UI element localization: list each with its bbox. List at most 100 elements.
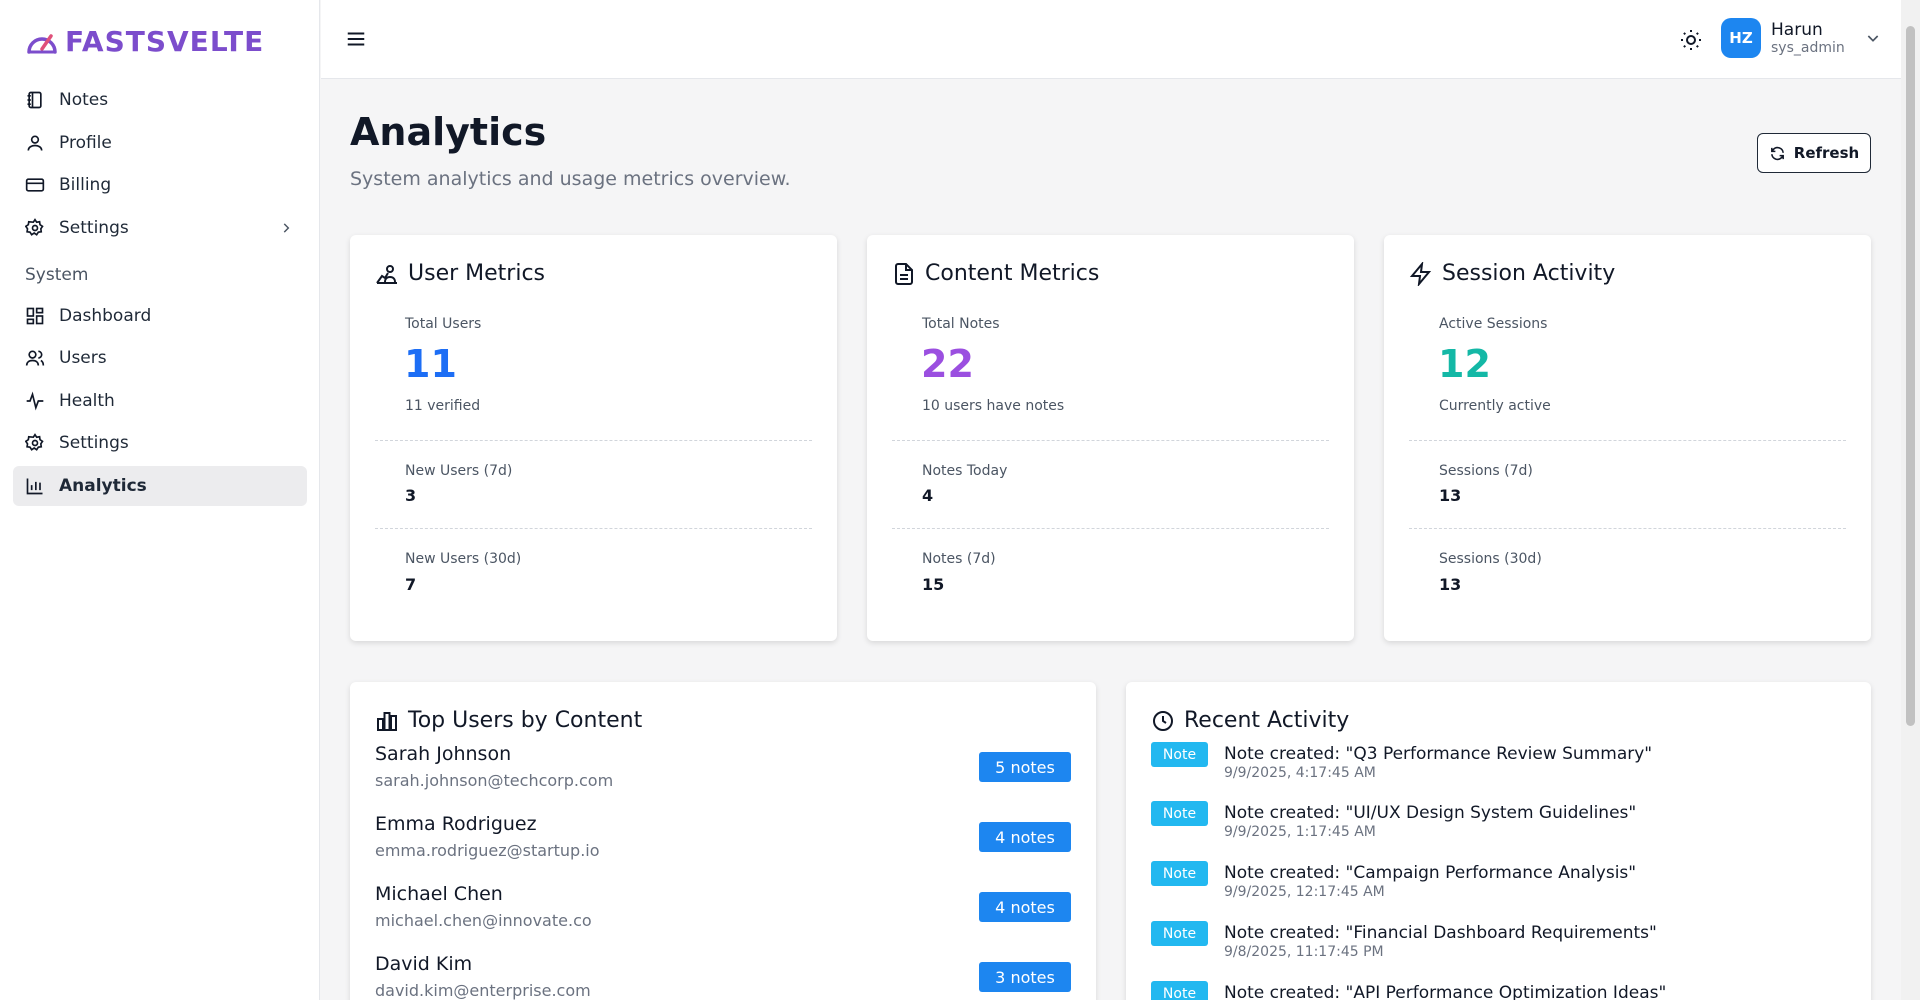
credit-card-icon (25, 178, 45, 192)
refresh-icon (1770, 146, 1784, 160)
activity-item[interactable]: Note Note created: "Financial Dashboard … (1151, 921, 1846, 979)
user-name: Emma Rodriguez (375, 813, 537, 835)
activity-item[interactable]: Note Note created: "Q3 Performance Revie… (1151, 742, 1846, 800)
building-chart-icon (377, 711, 397, 731)
card-title: Recent Activity (1151, 708, 1349, 733)
recent-activity-card: Recent Activity Note Note created: "Q3 P… (1126, 682, 1871, 1000)
clock-icon (1153, 710, 1173, 731)
list-item[interactable]: Michael Chen michael.chen@innovate.co 4 … (375, 882, 1071, 952)
scrollbar-thumb[interactable] (1906, 26, 1915, 726)
activity-type-badge: Note (1151, 921, 1208, 946)
metric-row2-label: Sessions (30d) (1439, 551, 1542, 567)
user-metrics-card: User Metrics Total Users 11 11 verified … (350, 235, 837, 641)
brand-name: FASTSVELTE (65, 25, 265, 58)
card-title: Content Metrics (892, 261, 1099, 286)
sidebar-item-analytics[interactable]: Analytics (13, 465, 307, 506)
user-icon (27, 135, 43, 151)
brand-logo[interactable]: FASTSVELTE (25, 25, 264, 58)
sidebar-item-profile[interactable]: Profile (13, 123, 307, 163)
metric-main-sub: Currently active (1439, 398, 1551, 414)
sidebar-item-settings[interactable]: Settings (13, 208, 307, 248)
sidebar: FASTSVELTE Notes Profile Billing Setting… (0, 0, 320, 1000)
metric-row2-value: 13 (1439, 575, 1462, 594)
refresh-button-label: Refresh (1793, 144, 1860, 162)
card-title-text: Recent Activity (1184, 708, 1350, 733)
metric-main-label: Total Notes (922, 316, 1000, 332)
activity-text: Note created: "Q3 Performance Review Sum… (1224, 744, 1653, 764)
sidebar-item-label: Settings (59, 433, 129, 453)
activity-text: Note created: "Financial Dashboard Requi… (1224, 923, 1657, 943)
page-subtitle: System analytics and usage metrics overv… (350, 168, 791, 190)
activity-time: 9/9/2025, 1:17:45 AM (1224, 824, 1376, 840)
note-count-badge: 5 notes (979, 752, 1071, 782)
metric-row2-label: New Users (30d) (405, 551, 522, 567)
sidebar-item-label: Billing (59, 175, 112, 195)
user-email: michael.chen@innovate.co (375, 911, 592, 930)
card-title-text: Session Activity (1442, 261, 1616, 286)
metric-row1-label: Notes Today (922, 463, 1008, 479)
sidebar-item-billing[interactable]: Billing (13, 165, 307, 205)
activity-item[interactable]: Note Note created: "UI/UX Design System … (1151, 801, 1846, 859)
activity-icon (26, 391, 44, 410)
metric-row2-value: 7 (405, 575, 417, 594)
user-name: Sarah Johnson (375, 743, 512, 765)
divider (375, 528, 812, 529)
activity-time: 9/8/2025, 11:17:45 PM (1224, 944, 1384, 960)
sidebar-item-system-settings[interactable]: Settings (13, 423, 307, 463)
user-menu[interactable]: HZ Harun sys_admin (1721, 18, 1881, 58)
activity-text: Note created: "Campaign Performance Anal… (1224, 863, 1637, 883)
user-email: emma.rodriguez@startup.io (375, 841, 600, 860)
chevron-down-icon (1867, 35, 1879, 42)
sidebar-item-label: Notes (59, 90, 109, 110)
page-title: Analytics (350, 110, 547, 154)
user-chart-icon (376, 264, 397, 284)
document-icon (895, 262, 913, 285)
page-scrollbar[interactable] (1901, 0, 1920, 1000)
top-bar: HZ Harun sys_admin (321, 0, 1901, 79)
sidebar-item-label: Profile (59, 132, 112, 153)
metric-row1-label: New Users (7d) (405, 463, 513, 479)
card-title: User Metrics (375, 261, 545, 286)
list-item[interactable]: Sarah Johnson sarah.johnson@techcorp.com… (375, 742, 1071, 812)
refresh-button[interactable]: Refresh (1757, 133, 1871, 173)
speedometer-logo-icon (27, 33, 57, 54)
metric-row2-value: 15 (922, 575, 945, 594)
activity-type-badge: Note (1151, 981, 1208, 1000)
metric-main-sub: 11 verified (405, 398, 481, 414)
divider (892, 440, 1329, 441)
list-item[interactable]: David Kim david.kim@enterprise.com 3 not… (375, 952, 1071, 1000)
metric-row1-label: Sessions (7d) (1439, 463, 1533, 479)
metric-main-value: 11 (404, 342, 457, 386)
user-name: Michael Chen (375, 883, 503, 905)
session-activity-card: Session Activity Active Sessions 12 Curr… (1384, 235, 1871, 641)
metric-row1-value: 4 (922, 486, 934, 505)
activity-time: 9/9/2025, 4:17:45 AM (1224, 765, 1376, 781)
activity-item[interactable]: Note Note created: "API Performance Opti… (1151, 981, 1846, 1000)
metric-row2-label: Notes (7d) (922, 551, 996, 567)
gear-icon (25, 433, 44, 451)
metric-main-value: 12 (1438, 342, 1491, 386)
user-email: sarah.johnson@techcorp.com (375, 771, 614, 790)
list-item[interactable]: Emma Rodriguez emma.rodriguez@startup.io… (375, 812, 1071, 882)
user-email: david.kim@enterprise.com (375, 981, 591, 1000)
card-title-text: Content Metrics (925, 261, 1100, 286)
card-title-text: Top Users by Content (408, 708, 643, 733)
activity-item[interactable]: Note Note created: "Campaign Performance… (1151, 861, 1846, 919)
bar-chart-icon (26, 478, 43, 494)
user-role: sys_admin (1771, 40, 1845, 56)
dashboard-icon (26, 307, 44, 324)
metric-main-label: Active Sessions (1439, 316, 1548, 332)
sun-icon[interactable] (1679, 28, 1703, 52)
note-count-badge: 4 notes (979, 892, 1071, 922)
content-metrics-card: Content Metrics Total Notes 22 10 users … (867, 235, 1354, 641)
sidebar-item-label: Dashboard (59, 305, 152, 326)
sidebar-item-health[interactable]: Health (13, 381, 307, 421)
sidebar-item-notes[interactable]: Notes (13, 80, 307, 120)
activity-time: 9/9/2025, 12:17:45 AM (1224, 884, 1385, 900)
sidebar-item-users[interactable]: Users (13, 338, 307, 378)
user-name: Harun (1771, 20, 1823, 40)
hamburger-menu-icon[interactable] (345, 28, 367, 50)
divider (375, 440, 812, 441)
metric-main-label: Total Users (405, 316, 482, 332)
sidebar-item-dashboard[interactable]: Dashboard (13, 296, 307, 336)
